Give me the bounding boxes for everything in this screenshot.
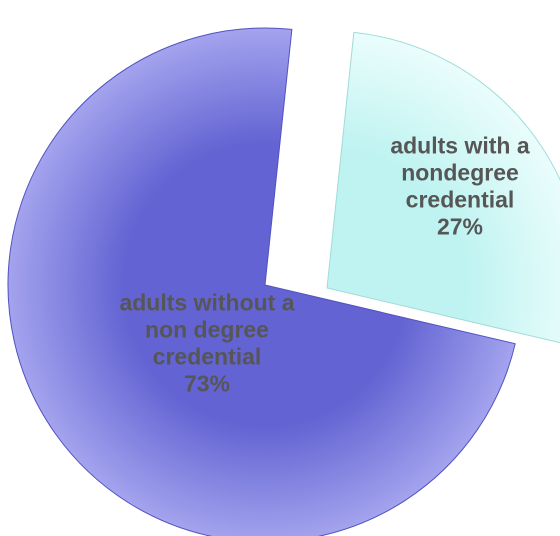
slice-label-without: adults without a non degree credential 73% bbox=[119, 290, 294, 397]
slice-label-line-with: nondegree bbox=[401, 160, 519, 186]
slice-value-label-with: 27% bbox=[437, 214, 483, 240]
pie-slices bbox=[7, 27, 560, 536]
pie-slice-without bbox=[7, 27, 516, 536]
slice-label-line-without: non degree bbox=[145, 317, 269, 343]
slice-value-label-without: 73% bbox=[184, 371, 230, 397]
slice-label-line-with: adults with a bbox=[390, 133, 530, 159]
slice-label-line-with: credential bbox=[406, 187, 515, 213]
slice-label-with: adults with a nondegree credential 27% bbox=[390, 133, 530, 240]
pie-labels: adults with a nondegree credential 27%adult… bbox=[119, 133, 529, 397]
slice-label-line-without: adults without a bbox=[119, 290, 294, 316]
slice-label-line-without: credential bbox=[153, 344, 262, 370]
pie-slice-with bbox=[326, 31, 560, 344]
